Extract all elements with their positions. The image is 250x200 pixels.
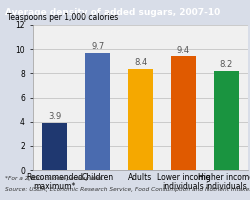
Bar: [128, 68, 152, 170]
Text: *For a 2,000–calorie-per-day diet.: *For a 2,000–calorie-per-day diet.: [5, 176, 103, 181]
Text: Source: USDA, Economic Research Service, Food Consumption and Nutrient Intakes d: Source: USDA, Economic Research Service,…: [5, 187, 250, 192]
Text: Teaspoons per 1,000 calories: Teaspoons per 1,000 calories: [7, 13, 117, 22]
Text: 8.4: 8.4: [134, 58, 146, 67]
Text: 9.7: 9.7: [91, 42, 104, 51]
Bar: [213, 71, 238, 170]
Bar: [85, 53, 110, 170]
Text: 9.4: 9.4: [176, 46, 189, 55]
Bar: [170, 56, 195, 170]
Text: 3.9: 3.9: [48, 112, 61, 121]
Text: Average density of added sugars, 2007-10: Average density of added sugars, 2007-10: [5, 8, 220, 17]
Text: 8.2: 8.2: [219, 60, 232, 69]
Bar: [42, 123, 67, 170]
